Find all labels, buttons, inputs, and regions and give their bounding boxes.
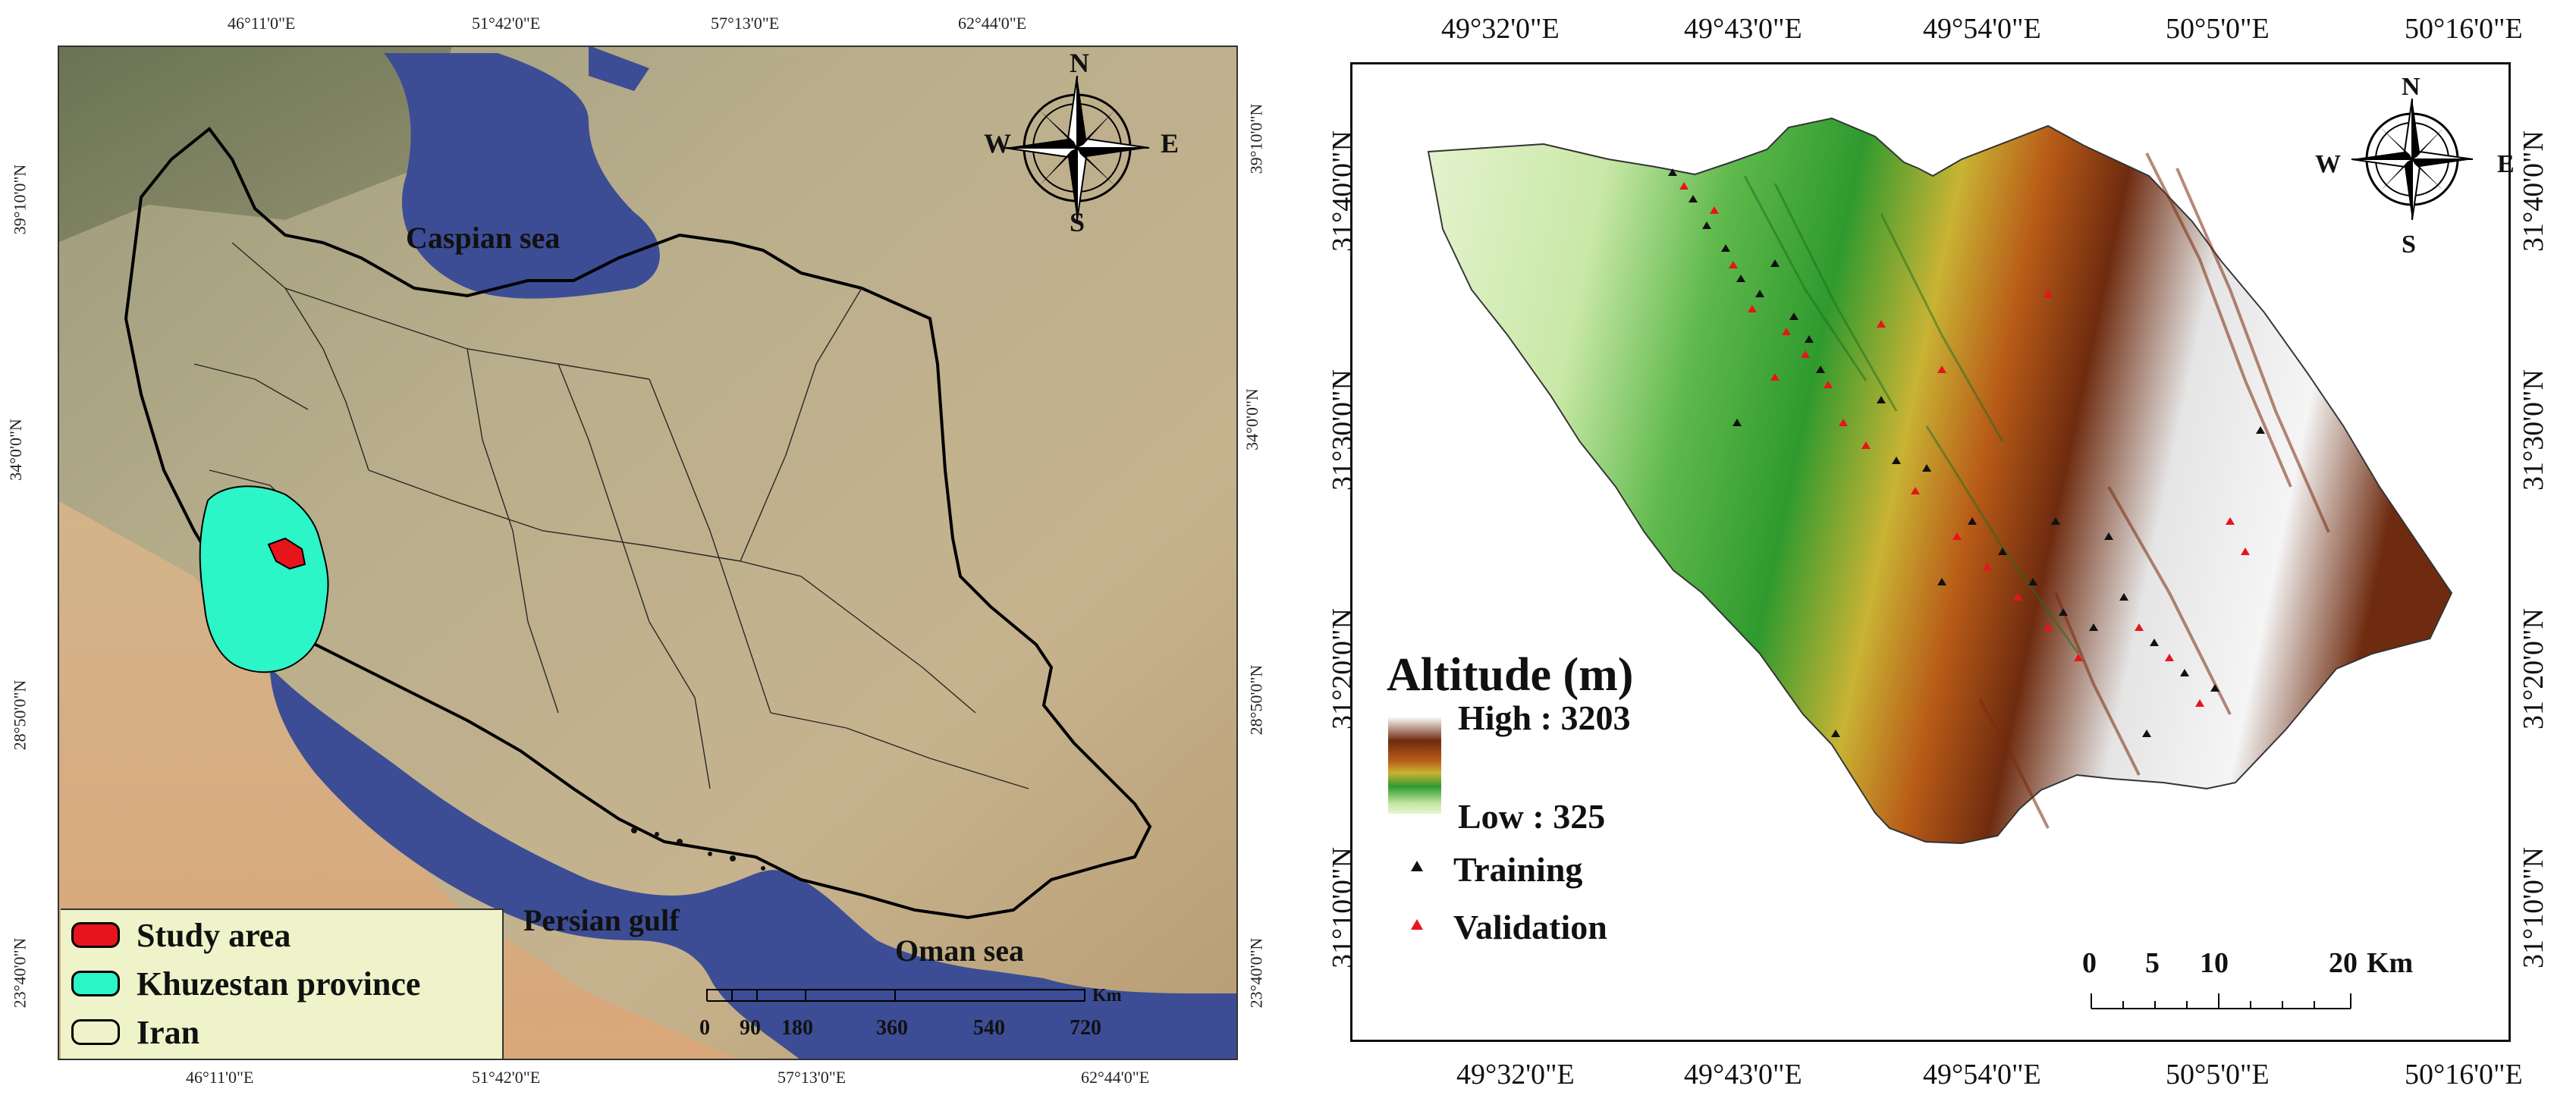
left-scale-tick-2: 180: [781, 1016, 813, 1040]
validation-legend-label: Validation: [1453, 908, 1607, 946]
altitude-low-label: Low : 325: [1458, 797, 1606, 836]
left-map-panel: 46°11'0"E 51°42'0"E 57°13'0"E 62°44'0"E …: [0, 0, 1266, 1114]
left-scale-tick-1: 90: [740, 1016, 761, 1040]
left-north-arrow: [979, 53, 1176, 243]
left-compass-n: N: [1070, 48, 1089, 78]
altitude-high-label: High : 3203: [1458, 698, 1631, 737]
legend-item-study-area: Study area: [71, 916, 291, 954]
right-lat-right-4: 31°10'0"N: [2518, 847, 2549, 968]
left-bottom-lon-1: 46°11'0"E: [186, 1068, 254, 1087]
right-compass-n: N: [2402, 73, 2420, 101]
right-bottom-lon-4: 50°5'0"E: [2166, 1059, 2270, 1090]
left-top-lon-4: 62°44'0"E: [958, 14, 1027, 33]
right-top-lon-1: 49°32'0"E: [1441, 13, 1560, 45]
right-compass-w: W: [2315, 150, 2341, 178]
oman-sea-label: Oman sea: [895, 934, 1024, 968]
training-legend-label: Training: [1453, 850, 1583, 889]
iran-swatch: [71, 1019, 120, 1045]
left-bottom-lon-4: 62°44'0"E: [1081, 1068, 1150, 1087]
left-scale-tick-5: 720: [1070, 1016, 1101, 1040]
left-bottom-lon-2: 51°42'0"E: [472, 1068, 541, 1087]
training-legend-marker: [1411, 861, 1423, 871]
right-bottom-lon-5: 50°16'0"E: [2405, 1059, 2523, 1090]
right-top-lon-2: 49°43'0"E: [1684, 13, 1802, 45]
right-top-lon-4: 50°5'0"E: [2166, 13, 2270, 45]
left-top-lon-3: 57°13'0"E: [711, 14, 780, 33]
study-area: [267, 537, 306, 570]
legend-label-iran: Iran: [137, 1013, 200, 1051]
left-lat-right-2: 34°0'0"N: [1242, 388, 1261, 450]
legend-item-khuzestan: Khuzestan province: [71, 965, 420, 1003]
left-lat-left-3: 28°50'0"N: [10, 679, 30, 751]
right-top-lon-3: 49°54'0"E: [1923, 13, 2041, 45]
legend-label-study-area: Study area: [137, 916, 291, 954]
right-lat-right-1: 31°40'0"N: [2518, 130, 2549, 252]
right-bottom-lon-2: 49°43'0"E: [1684, 1059, 1802, 1090]
left-scale-bar: [706, 989, 1085, 1002]
study-area-outline: [1427, 117, 2453, 845]
left-lat-right-3: 28°50'0"N: [1246, 664, 1266, 736]
persian-gulf-label: Persian gulf: [523, 903, 680, 937]
right-lat-right-3: 31°20'0"N: [2518, 608, 2549, 730]
right-scale-tick-2: 10: [2200, 947, 2229, 979]
left-lat-left-1: 39°10'0"N: [10, 164, 30, 235]
right-scale-unit: Km: [2367, 947, 2414, 979]
left-compass-w: W: [984, 128, 1011, 158]
right-bottom-lon-1: 49°32'0"E: [1456, 1059, 1575, 1090]
sample-points: [1668, 168, 2265, 737]
right-lat-right-2: 31°30'0"N: [2518, 369, 2549, 491]
left-compass-s: S: [1070, 207, 1085, 237]
left-lat-right-4: 23°40'0"N: [1246, 937, 1266, 1009]
compass-icon: [1004, 75, 1150, 221]
legend-label-khuzestan: Khuzestan province: [137, 965, 421, 1003]
caspian-sea-label: Caspian sea: [406, 221, 561, 255]
left-bottom-lon-3: 57°13'0"E: [778, 1068, 847, 1087]
right-scale-tick-1: 5: [2145, 947, 2160, 979]
left-top-lon-1: 46°11'0"E: [228, 14, 296, 33]
left-lat-right-1: 39°10'0"N: [1246, 103, 1266, 174]
validation-legend-marker: [1411, 919, 1423, 930]
left-compass-e: E: [1161, 128, 1180, 158]
study-area-dem-map: [1350, 62, 2511, 1042]
right-map-panel: 49°32'0"E 49°43'0"E 49°54'0"E 50°5'0"E 5…: [1290, 0, 2576, 1114]
left-legend: Study area Khuzestan province Iran: [61, 908, 504, 1059]
altitude-legend-title: Altitude (m): [1387, 649, 1634, 701]
study-area-swatch: [71, 922, 120, 948]
right-scale-bar: [2091, 993, 2351, 1009]
left-scale-unit: Km: [1092, 986, 1122, 1006]
right-compass-e: E: [2497, 150, 2515, 178]
khuzestan-swatch: [71, 971, 120, 996]
compass-icon: [2351, 98, 2474, 221]
left-scale-tick-4: 540: [973, 1016, 1005, 1040]
left-scale-tick-3: 360: [876, 1016, 908, 1040]
left-lat-left-2: 34°0'0"N: [5, 419, 25, 481]
right-scale-tick-3: 20: [2329, 947, 2358, 979]
right-scale-tick-0: 0: [2082, 947, 2097, 979]
right-bottom-lon-3: 49°54'0"E: [1923, 1059, 2041, 1090]
right-top-lon-5: 50°16'0"E: [2405, 13, 2523, 45]
altitude-color-ramp: [1388, 717, 1441, 814]
khuzestan-province: [199, 485, 329, 673]
left-top-lon-2: 51°42'0"E: [472, 14, 541, 33]
legend-item-iran: Iran: [71, 1013, 199, 1051]
left-lat-left-4: 23°40'0"N: [10, 937, 30, 1009]
right-compass-s: S: [2402, 231, 2416, 259]
left-scale-tick-0: 0: [699, 1016, 710, 1040]
